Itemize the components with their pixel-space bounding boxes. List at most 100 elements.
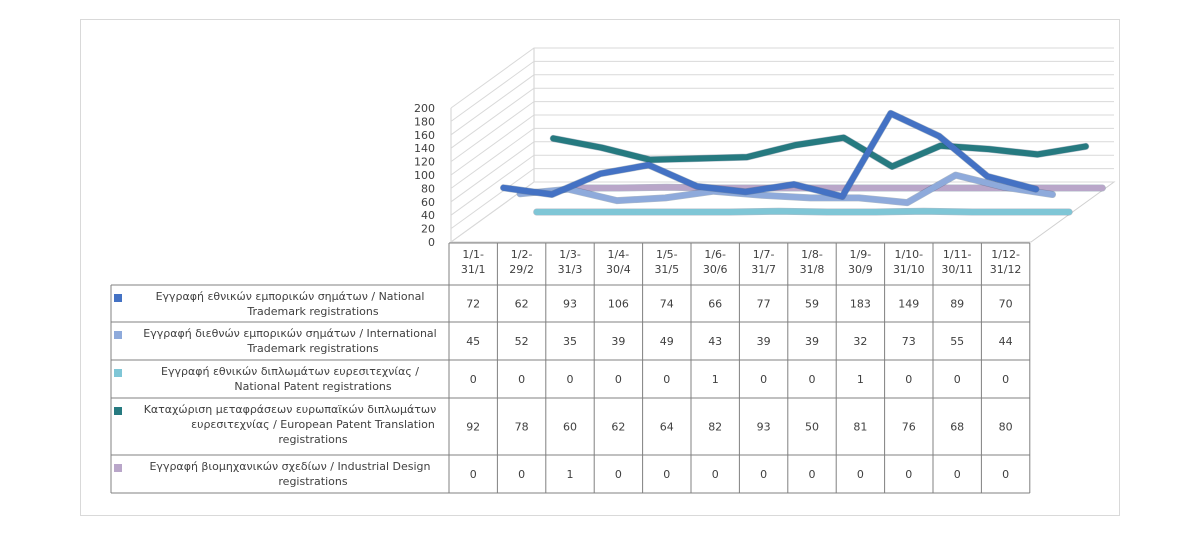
table-cell-value: 80	[999, 421, 1013, 434]
table-cell-value: 70	[999, 298, 1013, 311]
series-line	[500, 110, 1039, 200]
table-cell-value: 0	[1002, 468, 1009, 481]
data-point	[808, 195, 813, 201]
table-cell-value: 0	[615, 468, 622, 481]
category-label: 1/2-29/2	[509, 248, 534, 276]
table-cell-value: 43	[708, 335, 722, 348]
legend-label: Εγγραφή διεθνών εμπορικών σημάτων / Inte…	[143, 327, 436, 355]
chart-frame: 0 20 40 60 80 100 120 140 160 180 200 1/1-31/1 1/2-…	[80, 19, 1120, 516]
table-cell-value: 0	[954, 373, 961, 386]
table-cell-value: 0	[712, 468, 719, 481]
data-point	[921, 208, 927, 214]
data-point	[744, 154, 750, 160]
y-tick-label: 160	[414, 129, 435, 142]
table-cell-value: 49	[660, 335, 674, 348]
data-point	[1083, 143, 1089, 149]
data-point	[904, 200, 910, 206]
data-point	[727, 209, 733, 215]
table-cell-value: 0	[470, 373, 477, 386]
data-point	[1001, 184, 1007, 190]
table-cell-value: 52	[515, 335, 529, 348]
table-cell-value: 106	[608, 298, 629, 311]
data-point	[631, 209, 636, 215]
data-point	[986, 146, 992, 152]
table-cell-value: 0	[1002, 373, 1009, 386]
data-point	[582, 209, 588, 215]
gridline	[450, 181, 1114, 243]
data-point	[664, 184, 670, 190]
data-point	[646, 162, 652, 168]
data-point	[1018, 209, 1024, 215]
data-point	[1033, 186, 1039, 192]
table-cell-value: 0	[663, 373, 670, 386]
data-point	[824, 209, 830, 215]
table-cell-value: 0	[760, 373, 767, 386]
table-cell-value: 64	[660, 421, 674, 434]
series-line	[550, 134, 1089, 170]
data-point	[694, 183, 700, 189]
legend-label: Εγγραφή εθνικών εμπορικών σημάτων / Nati…	[156, 290, 425, 318]
table-cell-value: 39	[805, 335, 819, 348]
table-cell-value: 93	[757, 421, 771, 434]
data-point	[549, 191, 555, 197]
gridline	[450, 74, 1114, 136]
table-cell-value: 39	[757, 335, 771, 348]
data-point	[954, 185, 960, 191]
table-cell-value: 76	[902, 421, 916, 434]
category-label: 1/1-31/1	[461, 248, 486, 276]
table-cell-value: 68	[950, 421, 964, 434]
series-lines	[500, 109, 1106, 216]
table-cell-value: 93	[563, 298, 577, 311]
table-cell-value: 1	[857, 373, 864, 386]
gridline	[450, 114, 1114, 176]
table-cell-value: 0	[518, 373, 525, 386]
table-cell-value: 0	[809, 373, 816, 386]
data-point	[889, 164, 895, 169]
table-cell-value: 1	[712, 373, 719, 386]
data-point	[501, 185, 506, 191]
gridlines	[450, 47, 1114, 243]
data-point	[906, 185, 912, 191]
table-cell-value: 81	[853, 421, 867, 434]
gridline	[450, 47, 1114, 109]
data-table: 1/1-31/1 1/2-29/2 1/3-31/3 1/4-30/4 1/5-31/5…	[110, 242, 1031, 494]
data-point	[647, 157, 653, 163]
gridline	[450, 141, 1114, 203]
table-cell-value: 32	[853, 335, 867, 348]
y-tick-label: 200	[414, 102, 435, 115]
table-cell-value: 62	[611, 421, 625, 434]
data-point	[776, 208, 782, 214]
table-cell-value: 0	[954, 468, 961, 481]
table-cell-value: 72	[466, 298, 480, 311]
table-cell-value: 0	[857, 468, 864, 481]
data-point	[791, 181, 797, 187]
table-cell-value: 149	[898, 298, 919, 311]
category-label: 1/10-31/10	[893, 248, 925, 276]
data-point	[1066, 209, 1072, 215]
table-cell-value: 0	[809, 468, 816, 481]
table-cell-value: 73	[902, 335, 916, 348]
data-point	[550, 135, 556, 141]
data-point	[856, 195, 862, 201]
y-tick-label: 100	[414, 169, 435, 182]
table-cell-value: 0	[905, 468, 912, 481]
legend-key	[114, 331, 122, 339]
table-cell-value: 77	[757, 298, 771, 311]
data-point	[759, 192, 765, 198]
table-cell-value: 183	[850, 298, 871, 311]
legend-label: Εγγραφή βιομηχανικών σχεδίων / Industria…	[149, 460, 430, 488]
series-line	[533, 208, 1073, 215]
category-label: 1/11-30/11	[941, 248, 973, 276]
data-point	[1050, 192, 1055, 198]
table-cell-value: 62	[515, 298, 529, 311]
table-cell-value: 59	[805, 298, 819, 311]
data-point	[888, 110, 894, 116]
table-cell-value: 44	[999, 335, 1013, 348]
category-label: 1/12-31/12	[990, 248, 1022, 276]
data-point	[662, 195, 668, 201]
legend-key	[114, 294, 122, 302]
table-cell-value: 50	[805, 421, 819, 434]
category-label: 1/9-30/9	[848, 248, 873, 276]
